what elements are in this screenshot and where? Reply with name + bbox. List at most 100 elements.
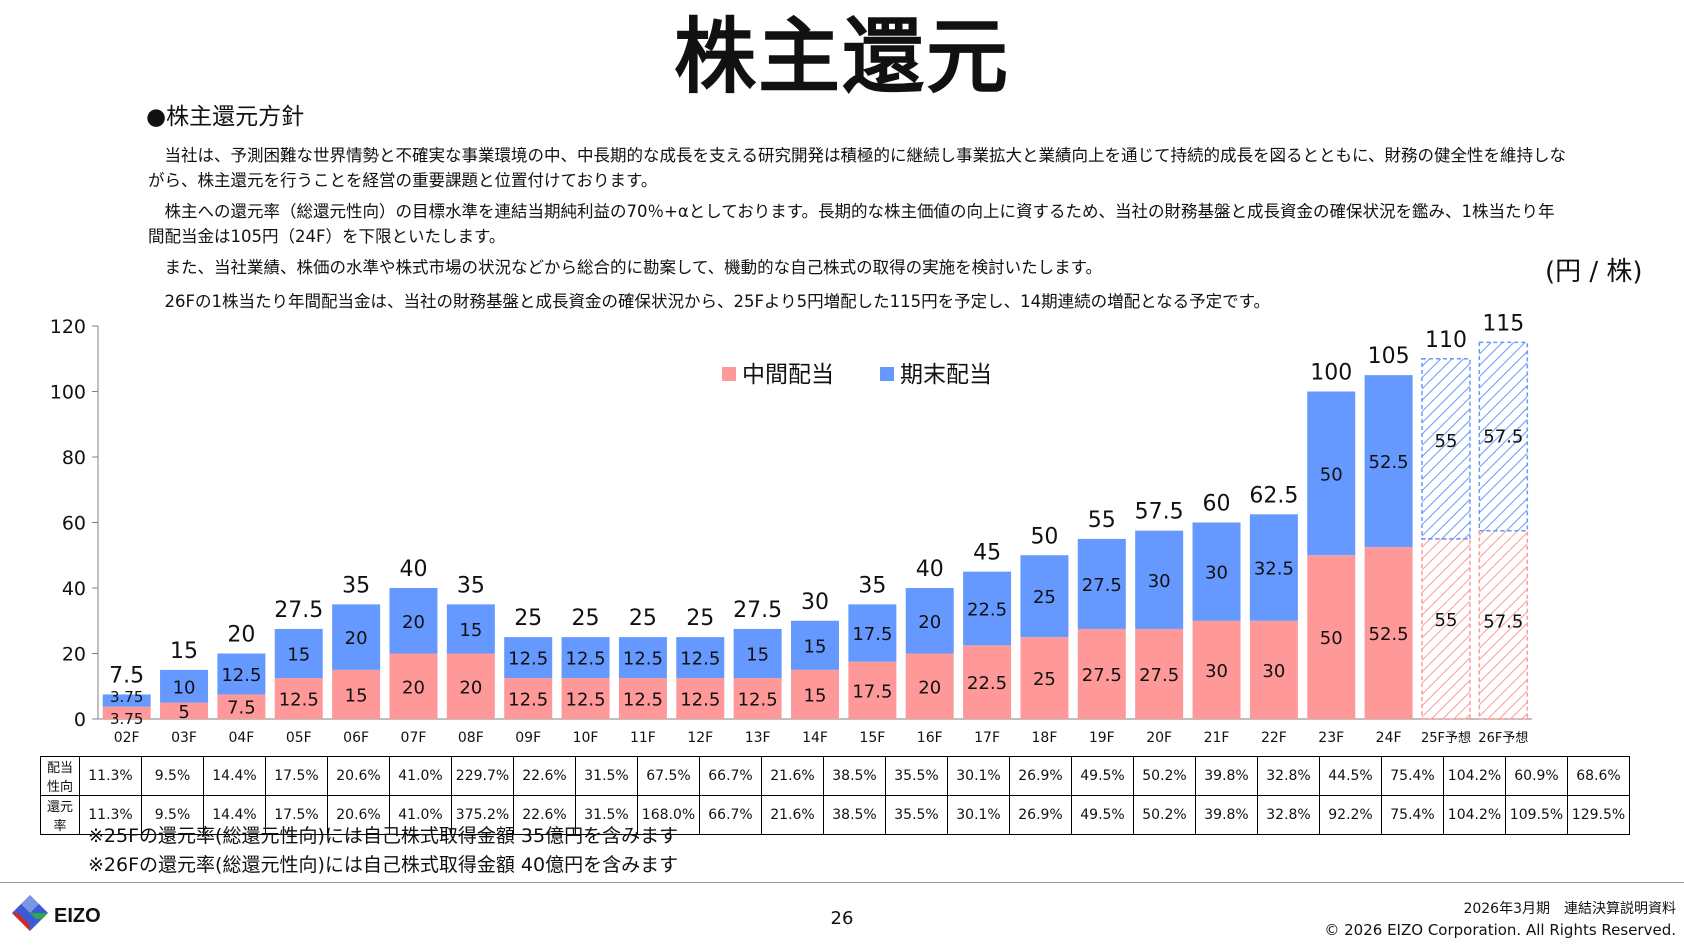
- policy-paragraph-1: 当社は、予測困難な世界情勢と不確実な事業環境の中、中長期的な成長を支える研究開発…: [148, 146, 1567, 190]
- table-cell: 14.4%: [203, 795, 266, 835]
- table-cell: 31.5%: [575, 756, 638, 796]
- bar-interim: [446, 653, 495, 719]
- data-label-total: 27.5: [733, 598, 782, 623]
- bar-final: [1307, 391, 1356, 556]
- bar-final: [676, 637, 725, 679]
- table-cell: 35.5%: [885, 795, 948, 835]
- data-label-final: 15: [804, 636, 827, 657]
- bar-interim: [217, 694, 266, 719]
- x-tick-label: 08F: [458, 730, 484, 746]
- svg-text:EIZO: EIZO: [54, 905, 101, 927]
- data-label-total: 50: [1030, 524, 1058, 549]
- x-tick-label: 21F: [1204, 730, 1230, 746]
- data-label-interim: 12.5: [680, 690, 720, 711]
- legend-swatch-interim: [722, 367, 736, 381]
- data-label-final: 15: [287, 645, 310, 666]
- data-label-total: 110: [1425, 328, 1467, 353]
- data-label-interim: 22.5: [967, 673, 1007, 694]
- x-tick-label: 17F: [974, 730, 1000, 746]
- x-tick-label: 14F: [802, 730, 828, 746]
- table-cell: 229.7%: [451, 756, 514, 796]
- x-tick-label: 04F: [228, 730, 254, 746]
- bar-final: [102, 694, 151, 707]
- data-label-final: 25: [1033, 587, 1056, 608]
- data-label-interim: 30: [1262, 661, 1285, 682]
- table-cell: 32.8%: [1257, 756, 1320, 796]
- x-tick-label: 20F: [1146, 730, 1172, 746]
- data-label-interim: 12.5: [623, 690, 663, 711]
- unit-label: (円 / 株): [1545, 257, 1643, 287]
- data-label-interim: 52.5: [1369, 624, 1409, 645]
- data-label-interim: 12.5: [566, 690, 606, 711]
- table-cell: 66.7%: [699, 795, 762, 835]
- y-tick-label: 120: [50, 316, 86, 338]
- x-tick-label: 25F予想: [1421, 730, 1471, 746]
- table-cell: 14.4%: [203, 756, 266, 796]
- x-tick-label: 13F: [745, 730, 771, 746]
- data-label-interim: 55: [1435, 610, 1458, 631]
- table-cell: 17.5%: [265, 795, 328, 835]
- bar-interim: [676, 678, 725, 719]
- table-cell: 26.9%: [1009, 795, 1072, 835]
- x-tick-label: 23F: [1318, 730, 1344, 746]
- data-label-final: 15: [459, 620, 482, 641]
- table-cell: 49.5%: [1071, 756, 1134, 796]
- data-label-total: 62.5: [1249, 483, 1298, 508]
- table-row-header: 還元率: [40, 795, 80, 835]
- table-cell: 32.8%: [1257, 795, 1320, 835]
- data-label-final: 20: [918, 612, 941, 633]
- data-label-total: 25: [686, 606, 714, 631]
- bar-final: [848, 604, 897, 662]
- data-label-final: 30: [1205, 563, 1228, 584]
- bar-final: [217, 653, 266, 695]
- bar-final: [618, 637, 667, 679]
- data-label-final: 30: [1148, 571, 1171, 592]
- data-label-total: 35: [457, 573, 485, 598]
- note-25f: ※25Fの還元率(総還元性向)には自己株式取得金額 35億円を含みます: [88, 825, 679, 847]
- data-label-interim: 20: [402, 677, 425, 698]
- bar-interim: [160, 702, 209, 719]
- data-label-final: 32.5: [1254, 559, 1294, 580]
- table-cell: 22.6%: [513, 795, 576, 835]
- table-cell: 9.5%: [141, 795, 204, 835]
- eizo-logo: EIZO: [12, 895, 101, 931]
- table-cell: 68.6%: [1567, 756, 1630, 796]
- table-cell: 50.2%: [1133, 795, 1196, 835]
- data-label-final: 12.5: [680, 649, 720, 670]
- data-label-final: 55: [1435, 431, 1458, 452]
- table-cell: 26.9%: [1009, 756, 1072, 796]
- data-label-interim: 12.5: [508, 690, 548, 711]
- data-label-total: 40: [916, 557, 944, 582]
- table-cell: 104.2%: [1443, 756, 1506, 796]
- x-tick-label: 24F: [1376, 730, 1402, 746]
- x-tick-label: 18F: [1032, 730, 1058, 746]
- page-title: 株主還元: [673, 10, 1010, 105]
- bar-interim: [733, 678, 782, 719]
- bar-final: [1192, 522, 1241, 621]
- table-cell: 38.5%: [823, 756, 886, 796]
- data-label-total: 25: [629, 606, 657, 631]
- bar-interim: [1249, 620, 1298, 719]
- data-label-total: 115: [1482, 311, 1524, 336]
- page-number: 26: [830, 908, 854, 929]
- x-tick-label: 10F: [573, 730, 599, 746]
- data-label-interim: 17.5: [852, 681, 892, 702]
- table-cell: 39.8%: [1195, 756, 1258, 796]
- bar-interim: [963, 645, 1012, 719]
- bar-final: [160, 669, 209, 703]
- table-row: 還元率 11.3% 9.5% 14.4% 17.5% 20.6% 41.0% 375.2% 22…: [40, 795, 1630, 835]
- bar-interim: [1077, 628, 1126, 719]
- bar-interim: [1364, 547, 1413, 719]
- legend-swatch-final: [880, 367, 894, 381]
- data-label-interim: 50: [1320, 628, 1343, 649]
- bar-interim: [561, 678, 610, 719]
- bar-final: [791, 620, 839, 670]
- y-tick-label: 60: [62, 513, 86, 535]
- bar-final: [963, 571, 1012, 646]
- table-cell: 39.8%: [1195, 795, 1258, 835]
- footer-divider: [0, 882, 1684, 883]
- bar-final: [905, 588, 954, 654]
- y-tick-label: 80: [62, 447, 86, 469]
- table-cell: 44.5%: [1319, 756, 1382, 796]
- data-label-final: 12.5: [221, 665, 261, 686]
